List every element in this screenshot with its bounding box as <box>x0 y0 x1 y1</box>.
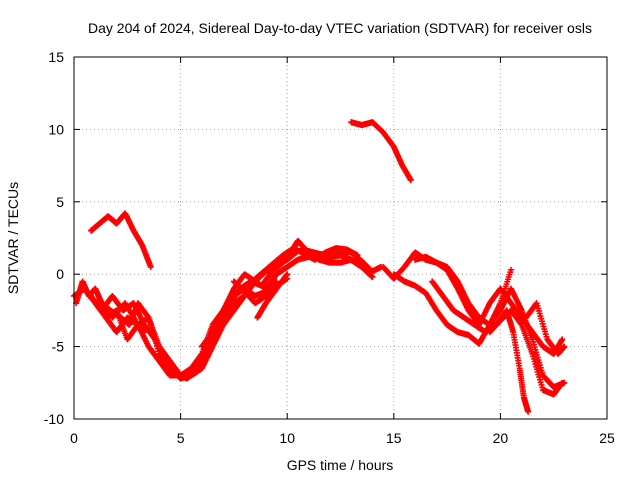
y-tick-label: 5 <box>56 194 64 210</box>
data-point <box>525 408 532 415</box>
data-series-arc-13 <box>412 253 568 391</box>
y-tick-label: 0 <box>56 266 64 282</box>
axis-ticks: 0 5 10 15 20 25 -10 -5 0 5 10 15 <box>44 49 615 446</box>
x-tick-label: 5 <box>177 430 185 446</box>
x-tick-label: 20 <box>493 430 509 446</box>
y-tick-label: 10 <box>48 121 64 137</box>
data-point <box>407 177 414 184</box>
y-tick-label: 15 <box>48 49 64 65</box>
data-point <box>284 271 291 278</box>
data-series-arc-5 <box>102 252 376 379</box>
data-point <box>559 379 566 386</box>
y-axis-label: SDTVAR / TECUs <box>5 182 21 294</box>
x-tick-label: 15 <box>386 430 402 446</box>
data-series-arc-15 <box>486 307 566 398</box>
data-points <box>71 119 568 415</box>
plot-frame <box>73 56 608 420</box>
x-tick-label: 10 <box>279 430 295 446</box>
x-tick-label: 0 <box>70 430 78 446</box>
data-series-arc-14 <box>429 278 532 415</box>
chart-title: Day 204 of 2024, Sidereal Day-to-day VTE… <box>88 20 592 36</box>
grid <box>74 57 607 419</box>
data-point <box>369 274 376 281</box>
y-tick-label: -5 <box>52 339 65 355</box>
x-axis-label: GPS time / hours <box>287 457 394 473</box>
data-series-arc-8 <box>254 271 291 321</box>
data-point <box>561 343 568 350</box>
data-series-arc-9 <box>88 210 154 270</box>
data-series-arc-16 <box>512 300 568 357</box>
data-series-arc-10 <box>348 119 414 184</box>
x-tick-label: 25 <box>599 430 615 446</box>
y-tick-label: -10 <box>44 411 64 427</box>
data-point <box>147 263 154 270</box>
data-point <box>559 336 566 343</box>
data-point <box>508 266 515 273</box>
